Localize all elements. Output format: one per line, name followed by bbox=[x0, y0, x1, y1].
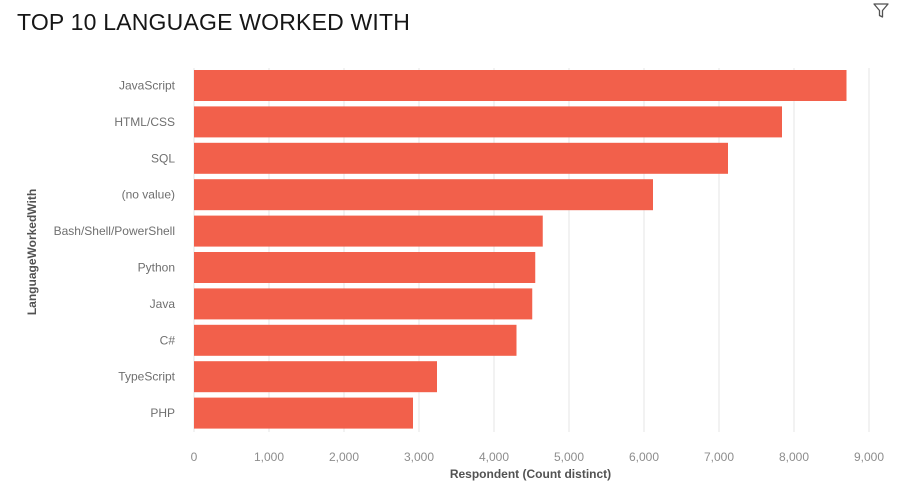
x-tick-label: 8,000 bbox=[779, 450, 809, 464]
bar[interactable] bbox=[194, 106, 782, 138]
category-label: (no value) bbox=[122, 188, 175, 202]
bar[interactable] bbox=[194, 215, 543, 247]
category-labels: JavaScript HTML/CSS SQL (no value) Bash/Shel… bbox=[54, 79, 176, 421]
bar[interactable] bbox=[194, 179, 653, 211]
category-label: TypeScript bbox=[118, 370, 175, 384]
bar[interactable] bbox=[194, 288, 533, 320]
category-label: HTML/CSS bbox=[114, 115, 175, 129]
filter-icon[interactable] bbox=[872, 2, 890, 20]
category-label: SQL bbox=[151, 151, 175, 165]
x-tick-label: 9,000 bbox=[854, 450, 884, 464]
category-label: Java bbox=[150, 297, 176, 311]
category-label: JavaScript bbox=[119, 79, 176, 93]
category-label: PHP bbox=[150, 406, 175, 420]
x-tick-label: 1,000 bbox=[254, 450, 284, 464]
bars bbox=[194, 70, 847, 429]
bar[interactable] bbox=[194, 142, 728, 174]
category-label: Python bbox=[138, 261, 175, 275]
x-tick-labels: 0 1,000 2,000 3,000 4,000 5,000 6,000 7,000 8,00… bbox=[191, 450, 885, 464]
category-label: C# bbox=[160, 333, 176, 347]
bar[interactable] bbox=[194, 252, 536, 283]
x-tick-label: 0 bbox=[191, 450, 198, 464]
x-tick-label: 6,000 bbox=[629, 450, 659, 464]
x-tick-label: 3,000 bbox=[404, 450, 434, 464]
bar[interactable] bbox=[194, 70, 847, 101]
y-axis-title: LanguageWorkedWith bbox=[25, 189, 39, 315]
x-tick-label: 2,000 bbox=[329, 450, 359, 464]
x-tick-label: 5,000 bbox=[554, 450, 584, 464]
category-label: Bash/Shell/PowerShell bbox=[54, 224, 175, 238]
bar[interactable] bbox=[194, 324, 517, 356]
bar[interactable] bbox=[194, 361, 437, 393]
x-tick-label: 4,000 bbox=[479, 450, 509, 464]
x-tick-label: 7,000 bbox=[704, 450, 734, 464]
bar[interactable] bbox=[194, 397, 413, 429]
chart-title: TOP 10 LANGUAGE WORKED WITH bbox=[17, 9, 411, 35]
x-axis-title: Respondent (Count distinct) bbox=[450, 467, 611, 481]
